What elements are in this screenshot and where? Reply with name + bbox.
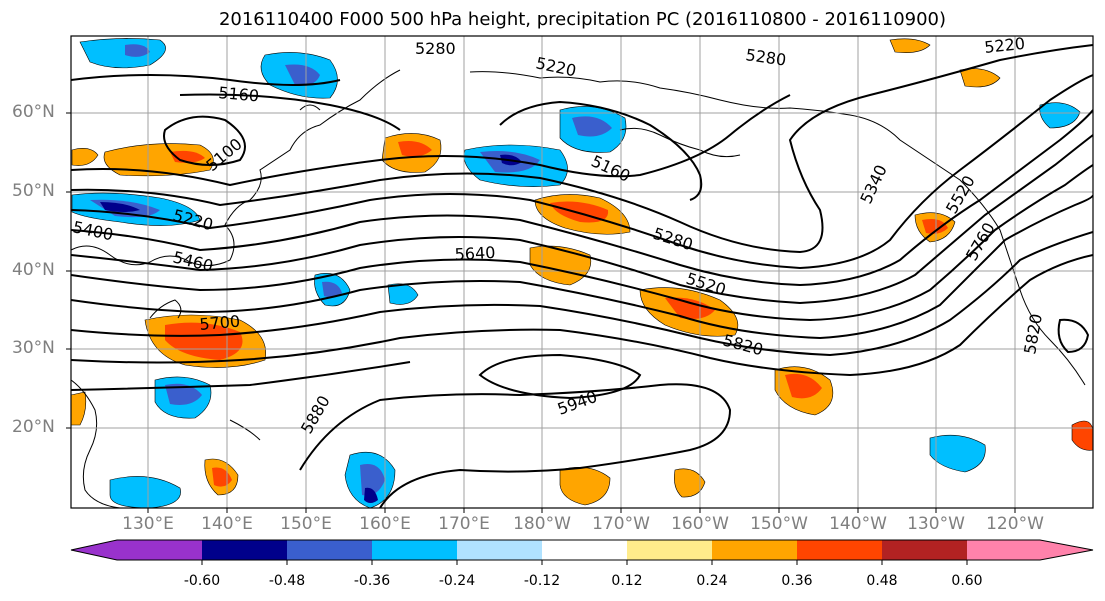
longitude-label: 150°E xyxy=(280,514,332,534)
colorbar-tick-label: -0.24 xyxy=(438,573,476,589)
contour-label: 5640 xyxy=(454,243,496,264)
graticule xyxy=(71,36,1093,508)
map-title: 2016110400 F000 500 hPa height, precipit… xyxy=(218,9,947,30)
longitude-label: 130°W xyxy=(907,514,965,534)
contour-label: 5700 xyxy=(199,312,241,334)
longitude-label: 130°E xyxy=(122,514,174,534)
colorbar-tick-label: -0.48 xyxy=(268,573,306,589)
contour-label: 5160 xyxy=(218,83,260,105)
latitude-label: 30°N xyxy=(12,338,55,358)
axis-ticks xyxy=(66,112,1016,513)
colorbar-segment xyxy=(882,540,967,560)
colorbar-tick-label: -0.12 xyxy=(523,573,561,589)
colorbar-segment xyxy=(712,540,797,560)
colorbar-outline xyxy=(70,539,1094,561)
height-contours xyxy=(71,44,1093,508)
colorbar-tick-label: 0.36 xyxy=(781,573,813,589)
longitude-label: 140°W xyxy=(829,514,887,534)
colorbar-segment xyxy=(627,540,712,560)
colorbar-tick-label: -0.36 xyxy=(353,573,391,589)
map-area: 5280 5220 5280 5220 5160 5100 5160 5220 … xyxy=(71,34,1093,508)
longitude-label: 150°W xyxy=(750,514,808,534)
latitude-label: 50°N xyxy=(12,181,55,201)
contour-label: 5220 xyxy=(983,34,1025,57)
latitude-label: 40°N xyxy=(12,260,55,280)
colorbar-tick-label: 0.24 xyxy=(696,573,728,589)
colorbar-segment xyxy=(372,540,457,560)
longitude-label: 180°W xyxy=(513,514,571,534)
colorbar-segment xyxy=(287,540,372,560)
colorbar-segment xyxy=(202,540,287,560)
longitude-label: 120°W xyxy=(986,514,1044,534)
colorbar-tick-label: 0.48 xyxy=(866,573,898,589)
colorbar-segment xyxy=(967,540,1093,560)
longitude-label: 140°E xyxy=(201,514,253,534)
colorbar xyxy=(70,539,1094,565)
colorbar-segment xyxy=(71,540,202,560)
contour-label: 5280 xyxy=(415,39,456,58)
longitude-label: 160°W xyxy=(671,514,729,534)
colorbar-tick-label: -0.60 xyxy=(183,573,221,589)
map-frame xyxy=(70,35,1094,509)
colorbar-tick-label: 0.60 xyxy=(951,573,983,589)
latitude-label: 60°N xyxy=(12,102,55,122)
colorbar-segment xyxy=(797,540,882,560)
colorbar-tick-label: 0.12 xyxy=(611,573,643,589)
longitude-label: 170°E xyxy=(438,514,490,534)
colorbar-segment xyxy=(542,540,627,560)
colorbar-segment xyxy=(457,540,542,560)
longitude-label: 170°W xyxy=(592,514,650,534)
latitude-label: 20°N xyxy=(12,417,55,437)
longitude-label: 160°E xyxy=(359,514,411,534)
